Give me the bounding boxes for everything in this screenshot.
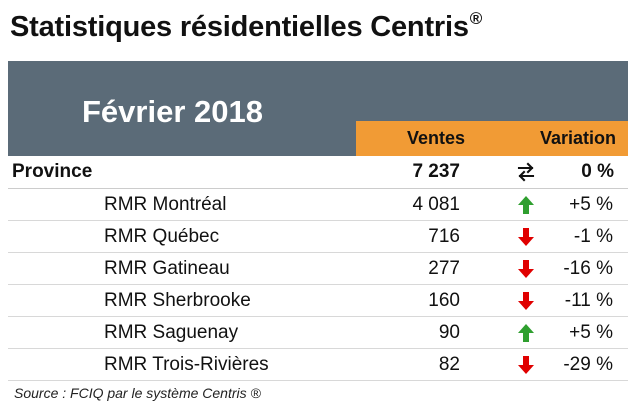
green-up-arrow-icon bbox=[515, 323, 537, 343]
red-down-arrow-icon bbox=[515, 291, 537, 311]
table-row-saguenay: RMR Saguenay 90 +5 % bbox=[8, 317, 628, 349]
row-name: RMR Saguenay bbox=[104, 322, 239, 343]
row-sales: 716 bbox=[428, 226, 460, 247]
row-sales: 90 bbox=[438, 322, 460, 343]
row-variation: +5 % bbox=[569, 322, 613, 343]
row-variation: 0 % bbox=[581, 161, 614, 182]
sales-column-header: Ventes bbox=[356, 121, 498, 156]
stable-exchange-icon bbox=[515, 162, 537, 182]
row-variation: -16 % bbox=[563, 258, 613, 279]
row-name: RMR Québec bbox=[104, 226, 220, 247]
page-title: Statistiques résidentielles Centris® bbox=[10, 7, 482, 47]
row-name: Province bbox=[12, 161, 93, 182]
red-down-arrow-icon bbox=[515, 227, 537, 247]
row-sales: 277 bbox=[428, 258, 460, 279]
table-row-quebec: RMR Québec 716 -1 % bbox=[8, 221, 628, 253]
row-name: RMR Montréal bbox=[104, 194, 227, 215]
source-note: Source : FCIQ par le système Centris ® bbox=[14, 385, 261, 401]
row-variation: -11 % bbox=[564, 290, 613, 311]
red-down-arrow-icon bbox=[515, 355, 537, 375]
row-sales: 4 081 bbox=[412, 194, 460, 215]
row-variation: +5 % bbox=[569, 194, 613, 215]
red-down-arrow-icon bbox=[515, 259, 537, 279]
table-row-sherbrooke: RMR Sherbrooke 160 -11 % bbox=[8, 285, 628, 317]
row-variation: -1 % bbox=[573, 226, 613, 247]
table-row-gatineau: RMR Gatineau 277 -16 % bbox=[8, 253, 628, 285]
row-variation: -29 % bbox=[563, 354, 613, 375]
table-row-trois-rivieres: RMR Trois-Rivières 82 -29 % bbox=[8, 349, 628, 381]
row-name: RMR Sherbrooke bbox=[104, 290, 251, 311]
table-row-province: Province 7 237 0 % bbox=[8, 156, 628, 189]
row-sales: 160 bbox=[428, 290, 460, 311]
registered-trademark-mark: ® bbox=[469, 9, 483, 28]
sales-statistics-table: Province 7 237 0 % RMR Montréal 4 081 +5… bbox=[8, 156, 628, 381]
row-sales: 7 237 bbox=[412, 161, 460, 182]
period-label: Février 2018 bbox=[82, 94, 263, 129]
row-name: RMR Trois-Rivières bbox=[104, 354, 269, 375]
variation-column-header: Variation bbox=[498, 121, 628, 156]
green-up-arrow-icon bbox=[515, 195, 537, 215]
page-title-text: Statistiques résidentielles Centris bbox=[10, 11, 469, 43]
table-row-montreal: RMR Montréal 4 081 +5 % bbox=[8, 189, 628, 221]
row-sales: 82 bbox=[438, 354, 460, 375]
row-name: RMR Gatineau bbox=[104, 258, 230, 279]
